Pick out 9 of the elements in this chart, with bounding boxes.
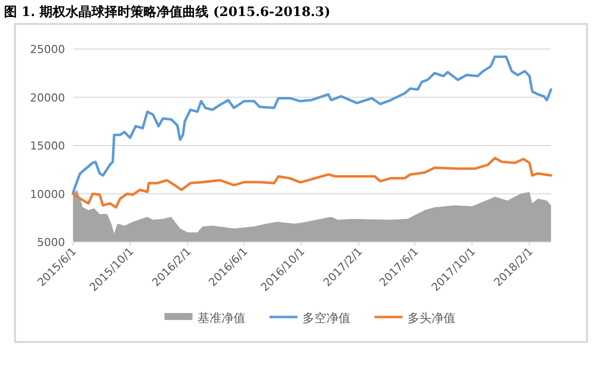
chart-title: 图 1. 期权水晶球择时策略净值曲线 (2015.6-2018.3): [4, 4, 330, 20]
legend-label: 基准净值: [198, 311, 246, 325]
y-tick-label: 15000: [30, 140, 65, 152]
y-tick-label: 25000: [30, 43, 65, 56]
y-tick-label: 20000: [30, 91, 65, 104]
legend-label: 多头净值: [408, 311, 456, 325]
y-tick-label: 5000: [37, 236, 65, 249]
y-tick-label: 10000: [30, 188, 65, 201]
legend-label: 多空净值: [302, 311, 350, 325]
